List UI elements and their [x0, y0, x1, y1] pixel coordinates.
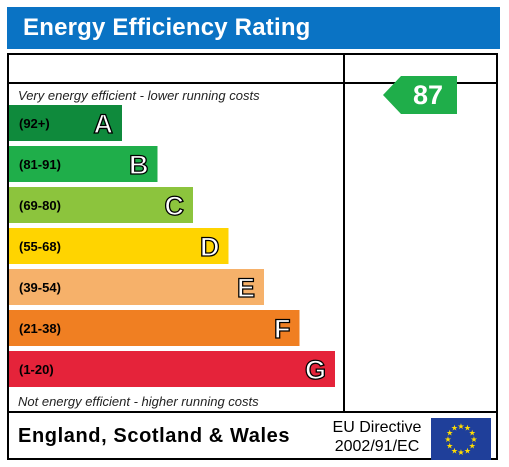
band-d: (55-68) D [9, 228, 229, 264]
band-bar [9, 351, 335, 387]
flag-star-icon: ★ [469, 429, 476, 438]
band-letter: G [305, 355, 326, 385]
flag-star-icon: ★ [444, 435, 451, 444]
flag-star-icon: ★ [464, 424, 471, 433]
band-bar [9, 187, 193, 223]
current-rating-arrow [383, 76, 457, 114]
band-letter: B [129, 150, 149, 180]
footer-directive: EU Directive 2002/91/EC [326, 418, 428, 456]
chart-title: Energy Efficiency Rating [23, 14, 311, 41]
band-e: (39-54) E [9, 269, 264, 305]
footer-country: England, Scotland & Wales [18, 425, 291, 447]
band-a: (92+) A [9, 105, 122, 141]
band-range: (55-68) [19, 239, 61, 254]
flag-star-icon: ★ [451, 424, 458, 433]
flag-star-icon: ★ [470, 435, 477, 444]
band-bar [9, 269, 264, 305]
band-letter: F [274, 314, 291, 344]
directive-line-1: EU Directive [332, 419, 422, 436]
band-g: (1-20) G [9, 351, 335, 387]
title-bar: Energy Efficiency Rating [7, 7, 500, 49]
flag-star-icon: ★ [469, 442, 476, 451]
column-divider [343, 55, 345, 411]
band-letter: E [237, 273, 255, 303]
top-caption: Very energy efficient - lower running co… [18, 88, 260, 103]
flag-star-icon: ★ [464, 446, 471, 455]
band-range: (69-80) [19, 198, 61, 213]
band-bar [9, 105, 122, 141]
chart-frame: Very energy efficient - lower running co… [7, 53, 498, 460]
band-letter: C [165, 191, 185, 221]
band-range: (92+) [19, 116, 50, 131]
band-letter: A [94, 109, 114, 139]
bottom-caption: Not energy efficient - higher running co… [18, 394, 259, 409]
flag-star-icon: ★ [457, 422, 464, 431]
band-range: (1-20) [19, 362, 54, 377]
band-f: (21-38) F [9, 310, 300, 346]
band-bar [9, 146, 158, 182]
flag-star-icon: ★ [446, 429, 453, 438]
flag-star-icon: ★ [446, 442, 453, 451]
eu-flag-icon: ★★★★★★★★★ ★ ★★ [431, 418, 491, 460]
band-c: (69-80) C [9, 187, 193, 223]
band-range: (21-38) [19, 321, 61, 336]
directive-line-2: 2002/91/EC [334, 438, 420, 455]
current-rating-value: 87 [413, 80, 443, 110]
band-letter: D [200, 232, 220, 262]
band-range: (39-54) [19, 280, 61, 295]
band-bar [9, 310, 300, 346]
footer-divider [9, 411, 496, 413]
band-bar [9, 228, 229, 264]
band-range: (81-91) [19, 157, 61, 172]
flag-star-icon: ★ [451, 446, 458, 455]
flag-star-icon: ★ [457, 448, 464, 457]
band-b: (81-91) B [9, 146, 158, 182]
header-divider [9, 82, 496, 84]
